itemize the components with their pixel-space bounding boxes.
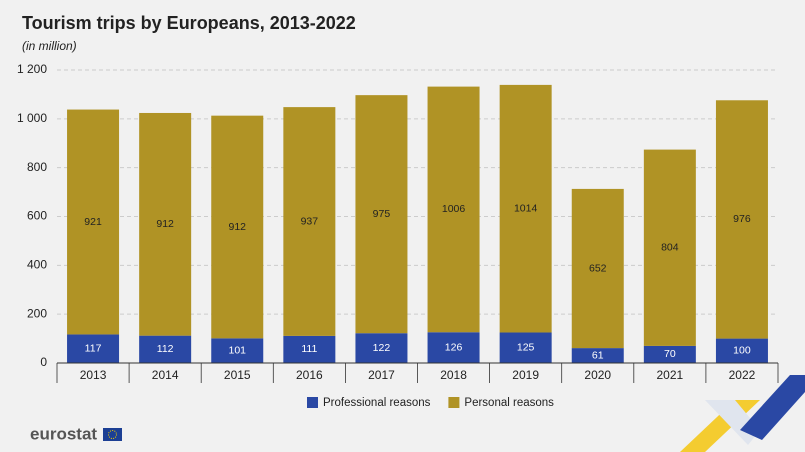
value-label: 122 — [373, 342, 391, 354]
legend-label: Professional reasons — [323, 397, 431, 409]
value-label: 976 — [733, 213, 751, 225]
y-tick-label: 0 — [40, 355, 47, 369]
value-label: 101 — [228, 344, 246, 356]
value-label: 70 — [664, 348, 676, 360]
bar-segment — [643, 345, 696, 363]
x-tick-label: 2020 — [584, 368, 611, 382]
chart-title: Tourism trips by Europeans, 2013-2022 — [22, 13, 356, 33]
x-tick-label: 2022 — [729, 368, 756, 382]
bar-segment — [643, 149, 696, 346]
x-tick-label: 2018 — [440, 368, 467, 382]
bar-segment — [715, 338, 768, 363]
y-tick-label: 800 — [27, 160, 47, 174]
x-tick-label: 2016 — [296, 368, 323, 382]
bar-segment — [427, 332, 480, 363]
chart-subtitle: (in million) — [22, 39, 77, 53]
y-tick-label: 600 — [27, 209, 47, 223]
y-tick-label: 400 — [27, 258, 47, 272]
bar-segment — [67, 334, 120, 363]
legend-swatch — [448, 397, 460, 408]
value-label: 112 — [157, 343, 174, 355]
bar-segment — [355, 333, 408, 363]
x-tick-label: 2021 — [656, 368, 683, 382]
bar-segment — [139, 112, 192, 336]
value-label: 937 — [301, 215, 319, 227]
bar-segment — [283, 107, 336, 336]
y-tick-label: 1 200 — [17, 62, 47, 76]
value-label: 126 — [445, 341, 463, 353]
bar-segment — [283, 335, 336, 363]
bar-segment — [571, 188, 624, 349]
bar-segment — [715, 100, 768, 339]
bar-segment — [139, 335, 192, 363]
value-label: 117 — [85, 342, 102, 354]
value-label: 912 — [228, 221, 246, 233]
legend-label: Personal reasons — [464, 397, 554, 409]
legend-swatch — [307, 397, 318, 408]
bar-segment — [499, 332, 552, 363]
bar-segment — [355, 95, 408, 334]
x-tick-label: 2013 — [80, 368, 107, 382]
bar-segment — [427, 86, 480, 333]
y-tick-label: 200 — [27, 306, 47, 320]
value-label: 125 — [517, 342, 535, 354]
logo-text: eurostat — [30, 424, 97, 443]
y-tick-label: 1 000 — [17, 111, 47, 125]
x-tick-label: 2019 — [512, 368, 539, 382]
decoration — [680, 375, 805, 452]
bar-segment — [571, 348, 624, 363]
value-label: 652 — [589, 262, 607, 274]
value-label: 100 — [733, 345, 751, 357]
value-label: 912 — [156, 218, 174, 230]
value-label: 921 — [84, 216, 102, 228]
eu-flag — [103, 428, 122, 441]
value-label: 975 — [373, 208, 391, 220]
bar-segment — [211, 338, 264, 363]
value-label: 111 — [301, 343, 317, 355]
x-tick-label: 2014 — [152, 368, 179, 382]
x-tick-label: 2017 — [368, 368, 395, 382]
bar-segment — [211, 115, 264, 339]
value-label: 1006 — [442, 203, 466, 215]
value-label: 804 — [661, 242, 679, 254]
x-tick-label: 2015 — [224, 368, 251, 382]
value-label: 61 — [592, 349, 604, 361]
value-label: 1014 — [514, 202, 538, 214]
bar-segment — [499, 84, 552, 333]
bar-segment — [67, 109, 120, 335]
